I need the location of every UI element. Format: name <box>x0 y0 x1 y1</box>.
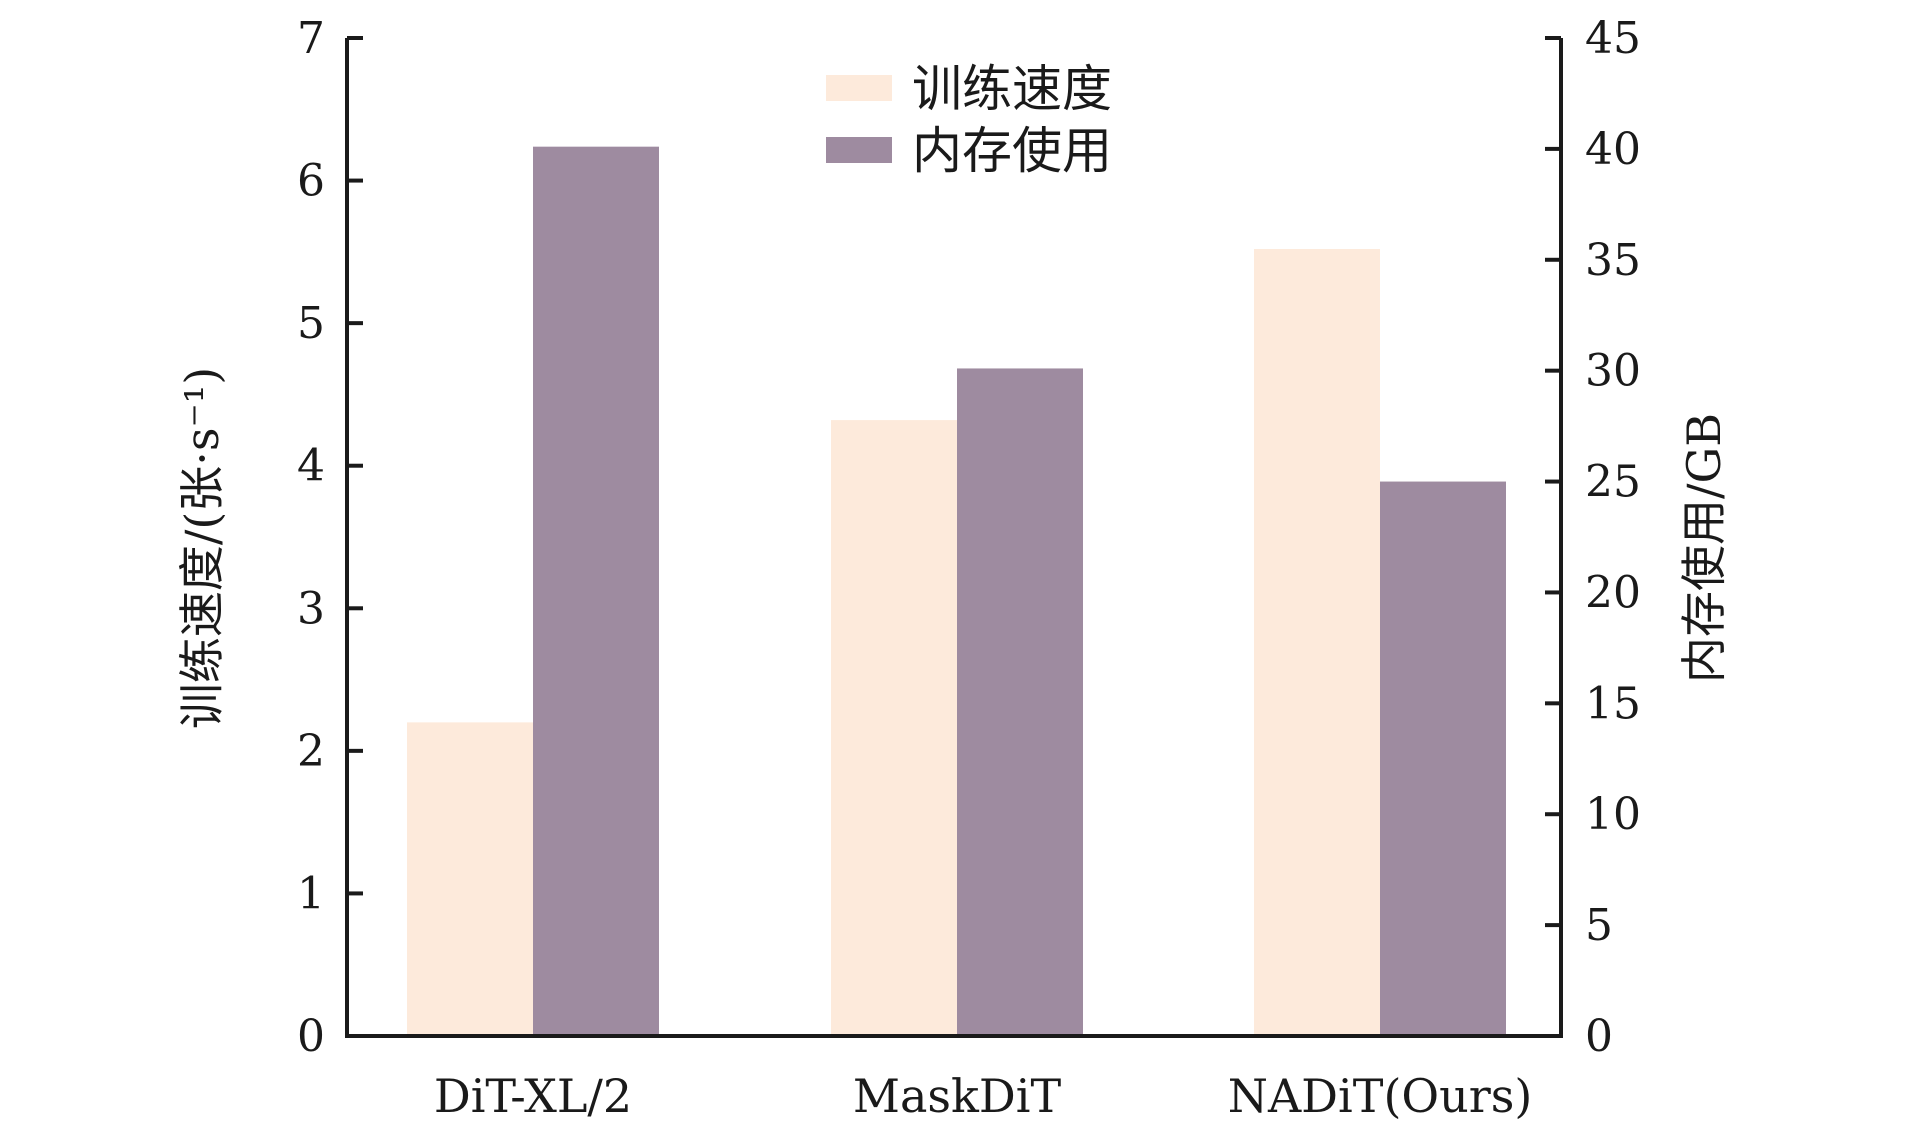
bar-speed-1 <box>831 420 957 1036</box>
y-left-tick-label: 7 <box>297 13 325 64</box>
x-tick-label: NADiT(Ours) <box>1228 1069 1533 1123</box>
y-left-tick-label: 3 <box>297 583 325 634</box>
x-tick-label: MaskDiT <box>853 1069 1062 1123</box>
y-left-tick-label: 6 <box>297 156 325 207</box>
y-right-tick-label: 15 <box>1585 678 1641 729</box>
bars-group <box>407 146 1506 1037</box>
bar-memory-0 <box>533 146 659 1036</box>
y-left-tick-label: 5 <box>297 298 325 349</box>
x-tick-label: DiT-XL/2 <box>434 1069 632 1123</box>
y-right-tick-label: 40 <box>1585 124 1641 175</box>
y-axis-right-title: 内存使用/GB <box>1677 413 1731 683</box>
axes-group: DiT-XL/2 MaskDiT NADiT(Ours)01234567051015… <box>297 13 1641 1123</box>
bar-memory-2 <box>1380 481 1506 1036</box>
legend-swatch <box>826 137 892 163</box>
legend-label: 内存使用 <box>912 122 1112 180</box>
y-right-tick-label: 30 <box>1585 346 1641 397</box>
y-left-tick-label: 4 <box>297 441 325 492</box>
y-left-tick-label: 1 <box>297 868 325 919</box>
y-right-tick-label: 20 <box>1585 567 1641 618</box>
y-left-tick-label: 0 <box>297 1011 325 1062</box>
y-axis-left-title: 训练速度/(张·s⁻¹) <box>175 367 229 729</box>
y-right-tick-label: 25 <box>1585 457 1641 508</box>
bar-speed-0 <box>407 722 533 1036</box>
y-right-tick-label: 5 <box>1585 900 1613 951</box>
y-right-tick-label: 35 <box>1585 235 1641 286</box>
bar-speed-2 <box>1254 249 1380 1036</box>
y-right-tick-label: 10 <box>1585 789 1641 840</box>
y-left-tick-label: 2 <box>297 726 325 777</box>
y-right-tick-label: 0 <box>1585 1011 1613 1062</box>
bar-memory-1 <box>957 368 1083 1037</box>
y-right-tick-label: 45 <box>1585 13 1641 64</box>
legend-swatch <box>826 75 892 101</box>
legend-label: 训练速度 <box>912 60 1112 118</box>
